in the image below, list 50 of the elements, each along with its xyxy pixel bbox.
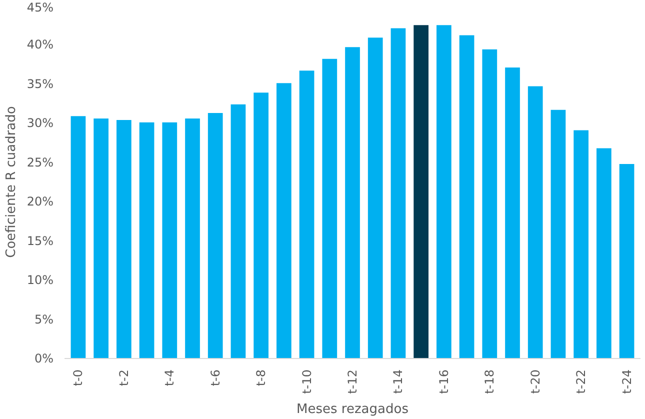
x-tick-label: t-20 [528, 369, 542, 394]
bar [70, 116, 86, 358]
bar [505, 67, 520, 358]
y-tick-label: 30% [26, 116, 54, 130]
bar [299, 70, 314, 358]
bar [596, 148, 612, 358]
bar [574, 130, 588, 358]
bar [619, 164, 634, 358]
y-tick-label: 25% [26, 155, 54, 170]
x-tick-label: t-8 [254, 370, 268, 386]
x-axis-title: Meses rezagados [296, 402, 409, 417]
bar [414, 25, 428, 358]
bar [436, 25, 452, 358]
y-tick-label: 0% [34, 352, 54, 366]
bar [550, 110, 566, 358]
x-tick-label: t-6 [208, 370, 222, 386]
bar [459, 35, 474, 358]
x-tick-label: t-24 [620, 369, 634, 394]
bar [116, 120, 132, 358]
x-tick-label: t-10 [300, 369, 314, 394]
x-tick-label: t-4 [162, 370, 177, 386]
x-tick-label: t-12 [346, 369, 360, 394]
bar [185, 118, 200, 358]
bar [322, 58, 338, 358]
y-tick-label: 10% [26, 273, 54, 288]
bar [208, 112, 223, 358]
bar [162, 122, 178, 358]
y-tick-label: 35% [26, 76, 54, 91]
y-tick-label: 40% [26, 38, 54, 52]
bar [230, 104, 246, 358]
bar [528, 86, 543, 358]
bar [94, 118, 108, 358]
bar [276, 83, 292, 358]
bar [345, 47, 360, 358]
x-tick-label: t-22 [574, 369, 588, 394]
x-tick-label: t-2 [116, 370, 131, 386]
bar [254, 92, 268, 358]
y-tick-label: 45% [26, 0, 54, 14]
bar [390, 28, 406, 358]
y-tick-label: 5% [34, 312, 54, 326]
x-tick-label: t-16 [436, 369, 451, 394]
x-tick-label: t-0 [71, 370, 86, 386]
y-tick-label: 20% [26, 194, 54, 209]
bar [482, 49, 498, 358]
y-axis-title: Coeficiente R cuadrado [4, 106, 19, 258]
bar [139, 122, 154, 358]
x-tick-label: t-14 [391, 369, 406, 394]
bar [368, 38, 383, 358]
y-tick-label: 15% [26, 234, 54, 248]
x-tick-label: t-18 [482, 369, 497, 394]
